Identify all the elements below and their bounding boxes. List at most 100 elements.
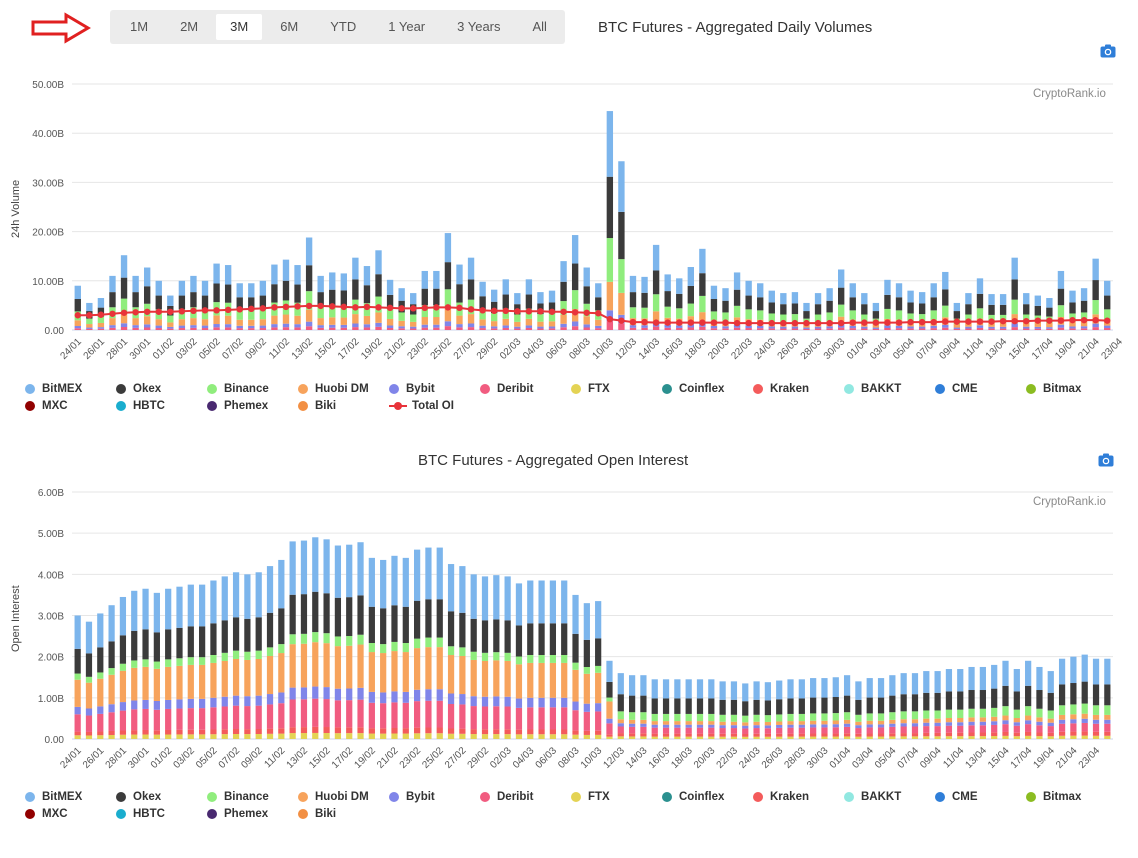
bar-stack[interactable] (368, 557, 375, 739)
total-oi-point[interactable] (120, 309, 128, 316)
bar-stack[interactable] (1047, 671, 1054, 739)
total-oi-point[interactable] (930, 318, 937, 326)
bar-stack[interactable] (1025, 660, 1032, 739)
bar-stack[interactable] (628, 675, 636, 739)
total-oi-point[interactable] (282, 303, 290, 311)
total-oi-point[interactable] (444, 304, 452, 311)
bar-stack[interactable] (606, 111, 614, 330)
bar-stack[interactable] (402, 557, 409, 739)
bar-stack[interactable] (436, 547, 443, 739)
bar-stack[interactable] (266, 566, 274, 739)
bar-stack[interactable] (776, 680, 783, 739)
total-oi-point[interactable] (548, 308, 556, 315)
bar-stack[interactable] (1080, 288, 1088, 330)
legend-item-kraken[interactable]: Kraken (753, 383, 809, 395)
bar-stack[interactable] (131, 590, 138, 739)
bar-stack[interactable] (244, 574, 251, 739)
total-oi-point[interactable] (884, 319, 891, 326)
bar-stack[interactable] (1104, 658, 1111, 739)
legend-item-coinflex[interactable]: Coinflex (662, 383, 724, 395)
bar-stack[interactable] (968, 666, 975, 739)
bar-stack[interactable] (447, 564, 455, 739)
legend-item-ftx[interactable]: FTX (571, 791, 610, 803)
total-oi-point[interactable] (733, 319, 741, 327)
bar-stack[interactable] (199, 584, 206, 739)
bar-stack[interactable] (433, 270, 440, 330)
total-oi-point[interactable] (329, 303, 336, 310)
range-button-ytd[interactable]: YTD (330, 19, 357, 34)
bar-stack[interactable] (730, 681, 738, 739)
total-oi-point[interactable] (410, 305, 417, 312)
bar-stack[interactable] (444, 233, 452, 330)
total-oi-point[interactable] (479, 307, 486, 314)
bar-stack[interactable] (595, 601, 602, 739)
bar-stack[interactable] (889, 675, 896, 739)
legend-item-bakkt[interactable]: BAKKT (844, 791, 901, 803)
legend-item-coinflex[interactable]: Coinflex (662, 791, 724, 803)
range-button-1m[interactable]: 1M (130, 19, 149, 34)
total-oi-point[interactable] (907, 318, 914, 326)
total-oi-point[interactable] (490, 307, 498, 315)
total-oi-point[interactable] (294, 303, 301, 310)
legend-item-bitmax[interactable]: Bitmax (1026, 791, 1081, 803)
bar-stack[interactable] (548, 290, 556, 330)
total-oi-point[interactable] (606, 315, 614, 323)
bar-stack[interactable] (414, 549, 421, 739)
bar-stack[interactable] (843, 675, 851, 739)
bar-stack[interactable] (481, 576, 489, 739)
total-oi-point[interactable] (1092, 316, 1099, 324)
bar-stack[interactable] (329, 272, 336, 330)
bar-stack[interactable] (210, 580, 217, 739)
total-oi-point[interactable] (976, 318, 984, 325)
bar-stack[interactable] (323, 539, 330, 739)
total-oi-point[interactable] (849, 319, 856, 326)
legend-item-binance[interactable]: Binance (207, 791, 269, 803)
legend-item-okex[interactable]: Okex (116, 383, 161, 395)
bar-stack[interactable] (305, 237, 313, 330)
legend-item-biki[interactable]: Biki (298, 400, 336, 412)
bar-stack[interactable] (334, 545, 342, 739)
bar-stack[interactable] (855, 681, 862, 739)
bar-stack[interactable] (300, 540, 308, 739)
bar-stack[interactable] (380, 559, 387, 739)
range-button-6m[interactable]: 6M (280, 19, 299, 34)
total-oi-point[interactable] (1034, 317, 1042, 324)
total-oi-point[interactable] (1046, 317, 1053, 324)
total-oi-point[interactable] (699, 319, 706, 326)
total-oi-point[interactable] (780, 319, 787, 327)
bar-stack[interactable] (651, 679, 658, 739)
legend-item-hbtc[interactable]: HBTC (116, 400, 165, 412)
legend-item-bitmex[interactable]: BitMEX (25, 791, 82, 803)
bar-stack[interactable] (421, 270, 428, 330)
bar-stack[interactable] (259, 280, 267, 330)
legend-item-deribit[interactable]: Deribit (480, 383, 533, 395)
bar-stack[interactable] (719, 681, 726, 739)
total-oi-point[interactable] (745, 319, 752, 327)
bar-stack[interactable] (583, 603, 590, 739)
bar-stack[interactable] (479, 281, 486, 330)
total-oi-point[interactable] (757, 319, 764, 327)
total-oi-point[interactable] (560, 308, 567, 315)
legend-item-bybit[interactable]: Bybit (389, 791, 435, 803)
bar-stack[interactable] (866, 678, 873, 739)
bar-stack[interactable] (685, 679, 692, 739)
bar-stack[interactable] (911, 673, 919, 739)
total-oi-point[interactable] (456, 304, 463, 312)
total-oi-point[interactable] (363, 303, 371, 311)
bar-stack[interactable] (979, 666, 986, 739)
total-oi-point[interactable] (201, 307, 209, 314)
total-oi-point[interactable] (248, 305, 255, 313)
bar-stack[interactable] (221, 576, 228, 739)
bar-stack[interactable] (538, 580, 545, 739)
total-oi-point[interactable] (155, 308, 162, 315)
legend-item-phemex[interactable]: Phemex (207, 808, 268, 820)
range-button-3-years[interactable]: 3 Years (457, 19, 501, 34)
bar-stack[interactable] (153, 592, 160, 739)
total-oi-point[interactable] (352, 304, 359, 311)
legend-item-kraken[interactable]: Kraken (753, 791, 809, 803)
bar-stack[interactable] (317, 275, 324, 330)
bar-stack[interactable] (945, 669, 953, 739)
total-oi-point[interactable] (583, 309, 590, 316)
total-oi-point[interactable] (768, 319, 775, 327)
legend-item-total-oi[interactable]: Total OI (389, 400, 454, 412)
